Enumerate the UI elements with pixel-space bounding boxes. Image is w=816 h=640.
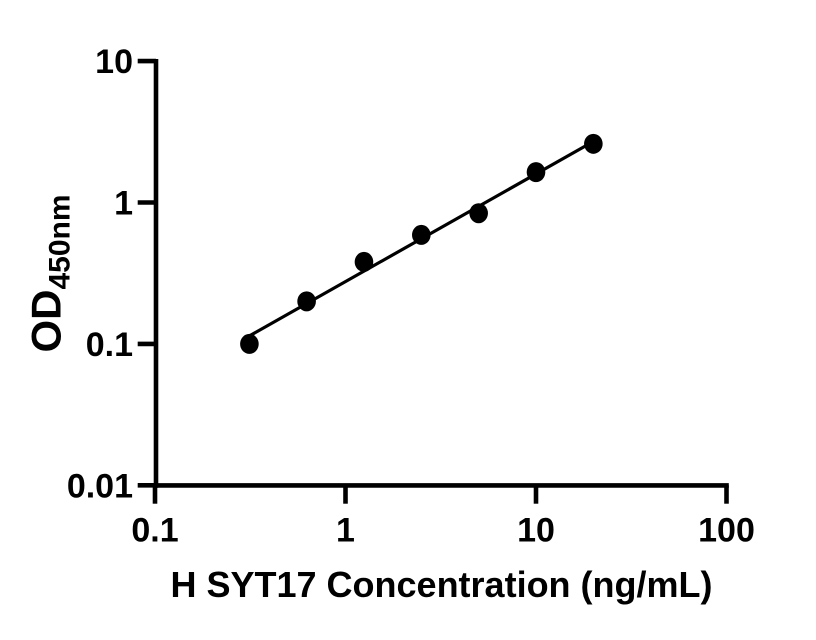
y-tick-label: 0.01 [67,467,133,505]
data-series [240,133,603,354]
y-axis-label-main: OD [23,290,70,353]
y-tick-label: 10 [95,43,133,81]
data-point [297,291,316,312]
y-tick-label: 0.1 [86,326,133,364]
data-point [240,333,259,354]
x-axis-title: H SYT17 Concentration (ng/mL) [170,564,712,605]
y-axis-label-subscript: 450nm [44,194,77,289]
x-tick-label: 10 [517,512,555,550]
y-axis-label: OD450nm [23,194,77,352]
data-point [412,224,431,245]
x-tick-label: 1 [336,512,355,550]
x-tick-label: 100 [698,512,755,550]
data-point [584,133,603,154]
y-tick-label: 1 [114,185,133,223]
x-tick-label: 0.1 [131,512,178,550]
data-point [354,251,374,272]
data-point [469,203,488,224]
data-point [526,162,546,183]
axes: 10 1 0.1 0.01 0.1 1 10 100 [67,43,755,549]
